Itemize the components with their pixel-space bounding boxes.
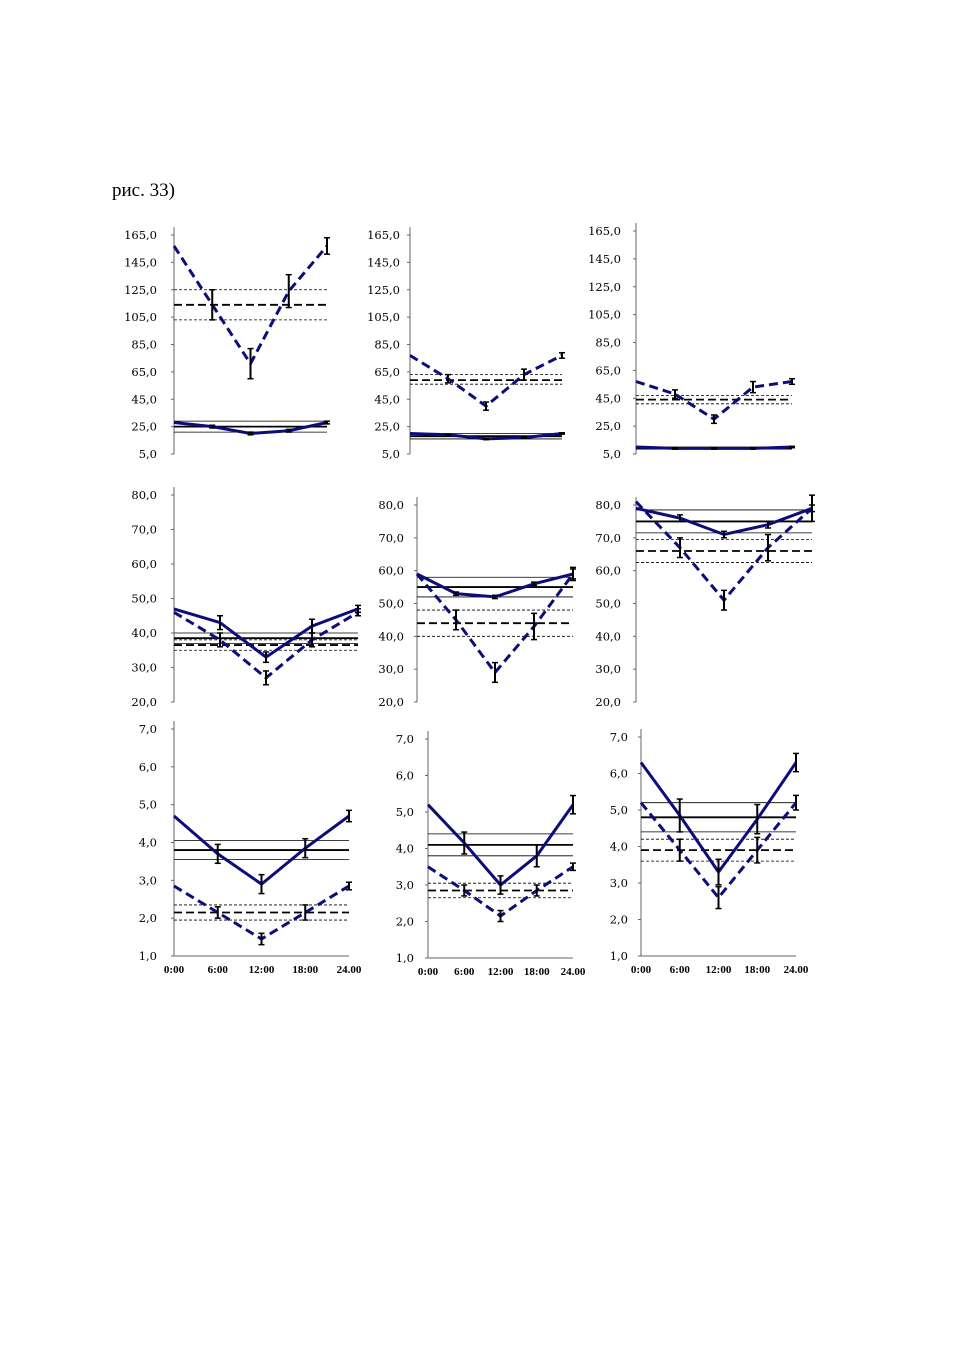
y-tick-label: 80,0	[131, 488, 157, 502]
y-tick-label: 2,0	[396, 915, 414, 929]
y-tick-label: 4,0	[610, 840, 628, 854]
x-tick-label: 18:00	[524, 966, 550, 978]
y-tick-label: 5,0	[382, 447, 400, 461]
y-tick-label: 45,0	[374, 392, 400, 406]
y-tick-label: 65,0	[595, 363, 621, 377]
y-tick-label: 105,0	[367, 310, 400, 324]
y-tick-label: 30,0	[378, 662, 404, 676]
y-tick-label: 5,0	[139, 798, 157, 812]
y-tick-label: 1,0	[139, 949, 157, 963]
y-tick-label: 7,0	[610, 730, 628, 744]
y-tick-label: 80,0	[595, 498, 621, 512]
y-tick-label: 30,0	[131, 661, 157, 675]
y-tick-label: 3,0	[610, 876, 628, 890]
x-tick-label: 18:00	[744, 964, 770, 976]
y-tick-label: 165,0	[367, 228, 400, 242]
x-tick-label: 6:00	[670, 964, 691, 976]
y-tick-label: 125,0	[588, 280, 621, 294]
x-tick-label: 12:00	[249, 964, 275, 976]
y-tick-label: 45,0	[131, 392, 157, 406]
y-tick-label: 2,0	[139, 911, 157, 925]
figure-caption: рис. 33)	[112, 180, 175, 201]
y-tick-label: 30,0	[595, 662, 621, 676]
y-tick-label: 165,0	[124, 228, 157, 242]
y-tick-label: 125,0	[367, 283, 400, 297]
y-tick-label: 5,0	[603, 447, 621, 461]
x-tick-label: 0:00	[418, 966, 439, 978]
y-tick-label: 50,0	[378, 597, 404, 611]
y-tick-label: 70,0	[378, 531, 404, 545]
y-tick-label: 40,0	[131, 626, 157, 640]
y-tick-label: 6,0	[139, 760, 157, 774]
y-tick-label: 25,0	[595, 419, 621, 433]
y-tick-label: 70,0	[131, 523, 157, 537]
y-tick-label: 20,0	[595, 695, 621, 709]
y-tick-label: 3,0	[139, 873, 157, 887]
y-tick-label: 60,0	[131, 557, 157, 571]
y-tick-label: 25,0	[131, 420, 157, 434]
x-tick-label: 6:00	[454, 966, 475, 978]
y-tick-label: 20,0	[378, 695, 404, 709]
y-tick-label: 60,0	[595, 564, 621, 578]
y-tick-label: 7,0	[139, 722, 157, 736]
y-tick-label: 105,0	[588, 308, 621, 322]
y-tick-label: 2,0	[610, 913, 628, 927]
y-tick-label: 65,0	[374, 365, 400, 379]
series-dashed-line	[639, 801, 798, 900]
y-tick-label: 40,0	[378, 629, 404, 643]
y-tick-label: 145,0	[367, 255, 400, 269]
y-tick-label: 145,0	[124, 255, 157, 269]
y-tick-label: 6,0	[396, 769, 414, 783]
y-tick-label: 5,0	[139, 447, 157, 461]
y-tick-label: 70,0	[595, 531, 621, 545]
y-tick-label: 25,0	[374, 420, 400, 434]
y-tick-label: 60,0	[378, 564, 404, 578]
y-tick-label: 125,0	[124, 283, 157, 297]
y-tick-label: 45,0	[595, 391, 621, 405]
y-tick-label: 6,0	[610, 767, 628, 781]
y-tick-label: 80,0	[378, 498, 404, 512]
y-tick-label: 85,0	[131, 338, 157, 352]
y-tick-label: 7,0	[396, 732, 414, 746]
y-tick-label: 40,0	[595, 629, 621, 643]
y-tick-label: 20,0	[131, 695, 157, 709]
y-tick-label: 85,0	[374, 338, 400, 352]
y-tick-label: 85,0	[595, 336, 621, 350]
y-tick-label: 1,0	[610, 949, 628, 963]
x-tick-label: 24.00	[784, 964, 809, 976]
y-tick-label: 5,0	[396, 805, 414, 819]
x-tick-label: 0:00	[631, 964, 652, 976]
x-tick-label: 12:00	[706, 964, 732, 976]
y-tick-label: 50,0	[595, 597, 621, 611]
x-tick-label: 24.00	[561, 966, 586, 978]
x-tick-label: 18:00	[292, 964, 318, 976]
y-tick-label: 105,0	[124, 310, 157, 324]
y-tick-label: 145,0	[588, 252, 621, 266]
y-tick-label: 1,0	[396, 951, 414, 965]
y-tick-label: 165,0	[588, 224, 621, 238]
x-tick-label: 6:00	[208, 964, 229, 976]
y-tick-label: 50,0	[131, 592, 157, 606]
y-tick-label: 3,0	[396, 878, 414, 892]
y-tick-label: 5,0	[610, 803, 628, 817]
y-tick-label: 65,0	[131, 365, 157, 379]
y-tick-label: 4,0	[396, 842, 414, 856]
x-tick-label: 24.00	[337, 964, 362, 976]
x-tick-label: 12:00	[488, 966, 514, 978]
x-tick-label: 0:00	[164, 964, 185, 976]
y-tick-label: 4,0	[139, 836, 157, 850]
